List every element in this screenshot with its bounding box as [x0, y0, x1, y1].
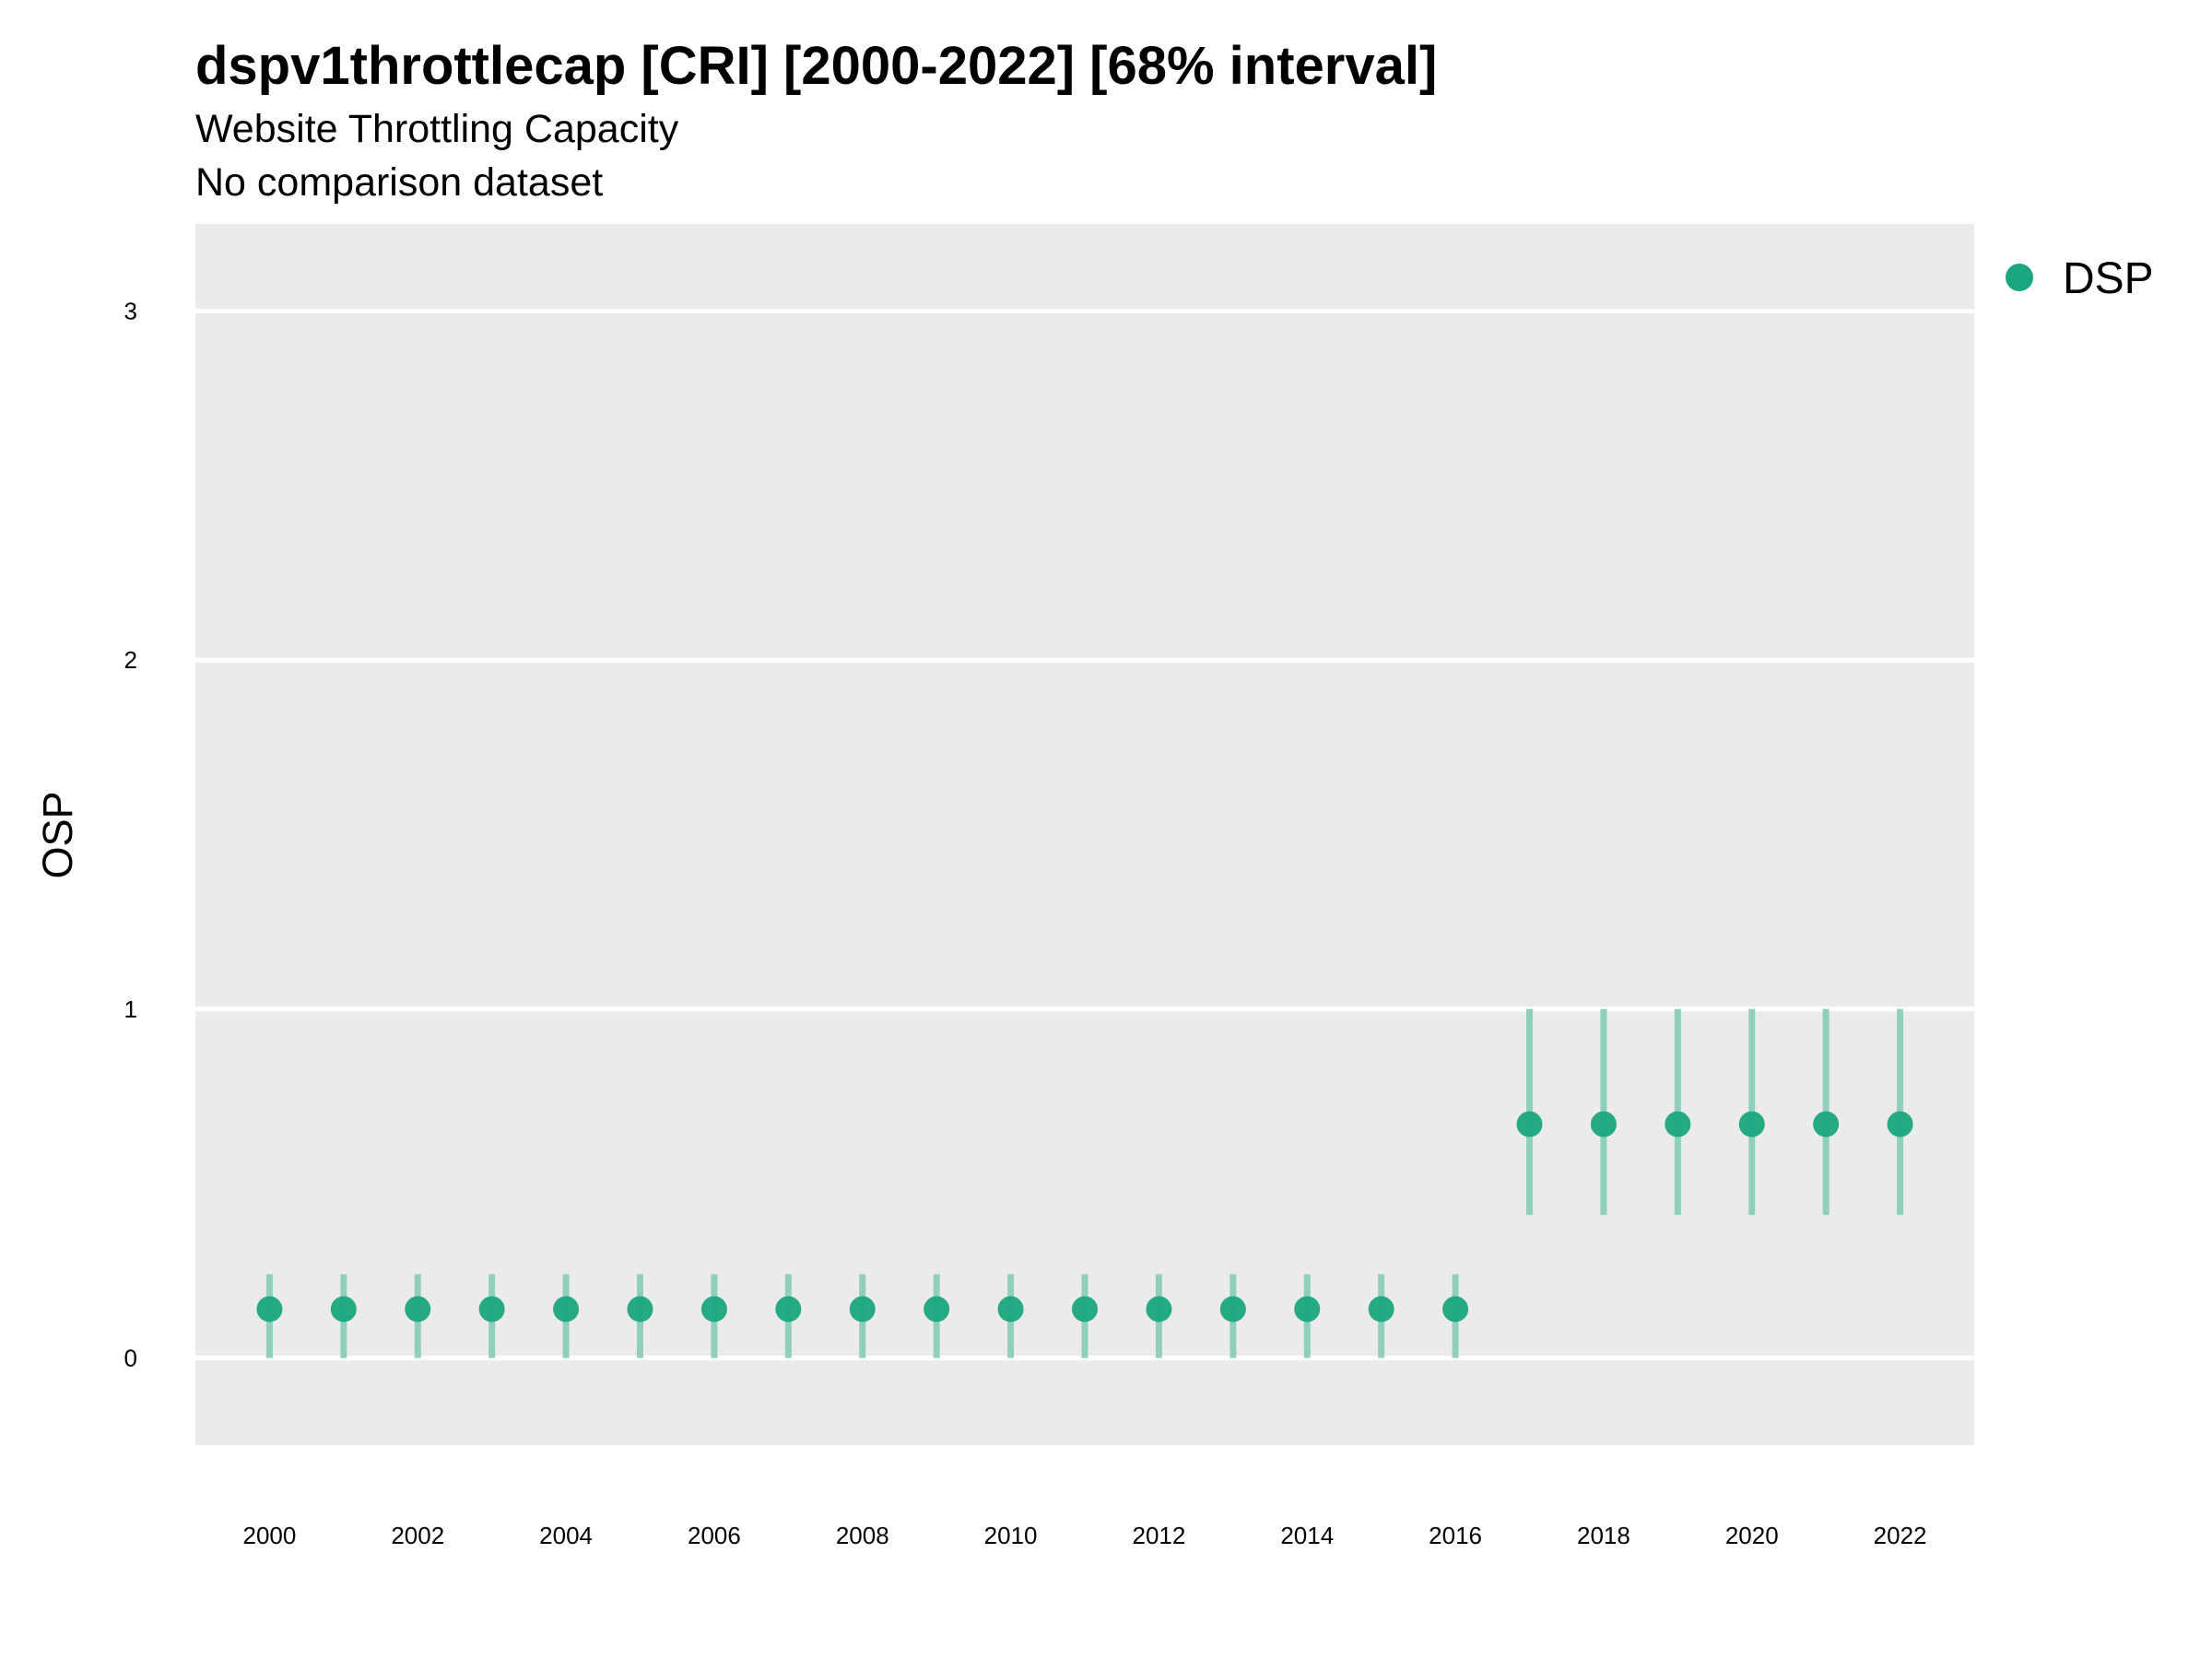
y-axis-ticks: 0 1 2 3: [124, 298, 137, 1372]
data-point: [330, 1296, 357, 1323]
legend-swatch-dsp: [2006, 264, 2033, 291]
data-point: [1516, 1111, 1543, 1137]
chart-title: dspv1throttlecap [CRI] [2000-2022] [68% …: [195, 36, 1438, 96]
x-tick-label: 2012: [1132, 1522, 1185, 1549]
y-tick-label: 0: [124, 1344, 137, 1371]
data-point: [1738, 1111, 1765, 1137]
data-point: [1442, 1296, 1469, 1323]
data-point: [256, 1296, 283, 1323]
data-point: [405, 1296, 431, 1323]
data-point: [775, 1296, 802, 1323]
x-tick-label: 2006: [688, 1522, 741, 1549]
data-point: [1219, 1296, 1246, 1323]
plot-panel: [195, 224, 1974, 1445]
data-point: [1146, 1296, 1172, 1323]
data-point: [997, 1296, 1024, 1323]
data-point: [849, 1296, 876, 1323]
data-point: [1665, 1111, 1691, 1137]
data-point: [924, 1296, 950, 1323]
x-tick-label: 2022: [1874, 1522, 1927, 1549]
data-points: [256, 1111, 1913, 1323]
data-point: [627, 1296, 653, 1323]
x-tick-label: 2018: [1577, 1522, 1630, 1549]
x-tick-label: 2002: [391, 1522, 444, 1549]
data-point: [1294, 1296, 1321, 1323]
x-tick-label: 2000: [242, 1522, 296, 1549]
data-point: [700, 1296, 727, 1323]
data-point: [1887, 1111, 1913, 1137]
chart-caption: No comparison dataset: [195, 160, 604, 205]
data-point: [1590, 1111, 1617, 1137]
y-tick-label: 3: [124, 298, 137, 325]
x-tick-label: 2004: [539, 1522, 593, 1549]
data-point: [1813, 1111, 1840, 1137]
legend-label-dsp: DSP: [2063, 254, 2154, 303]
data-point: [553, 1296, 580, 1323]
x-tick-label: 2014: [1280, 1522, 1334, 1549]
x-tick-label: 2008: [836, 1522, 889, 1549]
y-axis-title: OSP: [34, 791, 81, 878]
x-tick-label: 2010: [984, 1522, 1038, 1549]
data-point: [1072, 1296, 1098, 1323]
x-axis-ticks: 2000 2002 2004 2006 2008 2010 2012 2014 2016 2018…: [242, 1522, 1926, 1549]
y-tick-label: 2: [124, 646, 137, 674]
y-tick-label: 1: [124, 995, 137, 1023]
data-point: [478, 1296, 505, 1323]
chart-subtitle: Website Throttling Capacity: [195, 107, 679, 151]
legend: DSP: [2006, 254, 2154, 303]
x-tick-label: 2016: [1429, 1522, 1482, 1549]
data-point: [1368, 1296, 1394, 1323]
x-tick-label: 2020: [1725, 1522, 1779, 1549]
